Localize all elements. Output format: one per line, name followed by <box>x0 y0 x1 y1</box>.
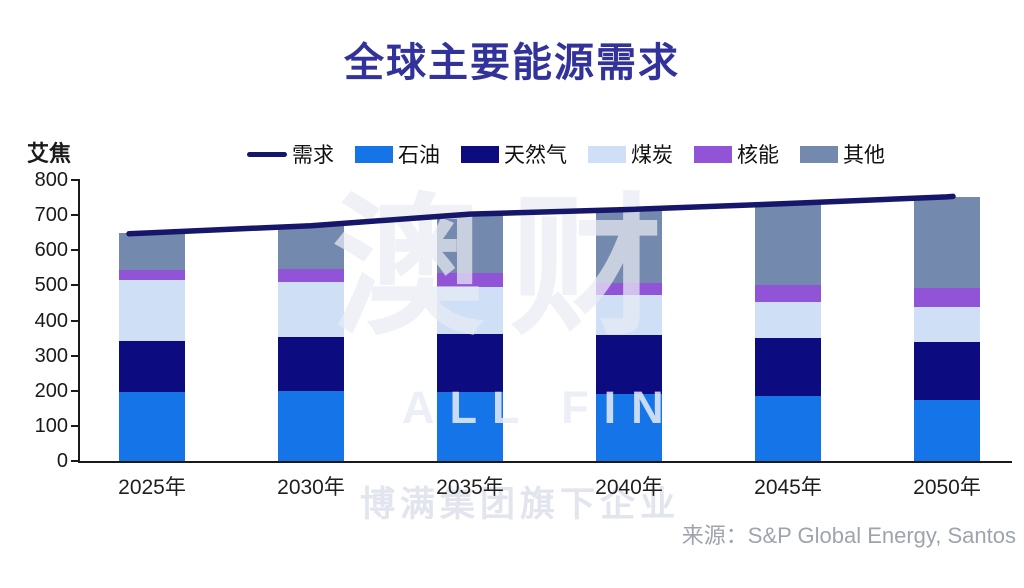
legend-item-gas: 天然气 <box>461 139 567 169</box>
watermark-logo-text: 澳财 <box>332 183 688 353</box>
chart-legend: 需求 石油 天然气 煤炭 核能 其他 <box>54 139 1024 169</box>
y-tick-mark <box>71 354 78 357</box>
bar-segment-oil <box>119 391 185 461</box>
bar-segment-oil <box>596 393 662 461</box>
y-tick-mark <box>71 424 78 427</box>
y-tick-label: 400 <box>34 309 68 332</box>
legend-label-coal: 煤炭 <box>631 144 673 167</box>
x-axis-line <box>78 461 1012 463</box>
y-tick-label: 200 <box>34 379 68 402</box>
legend-item-other: 其他 <box>800 139 885 169</box>
bar-segment-nuclear <box>278 269 344 282</box>
y-tick-label: 700 <box>34 204 68 227</box>
legend-swatch-other <box>800 145 838 163</box>
bar-segment-nuclear <box>437 273 503 288</box>
watermark-allfin-text: ALL FIN <box>402 382 679 433</box>
demand-line-path <box>126 193 956 237</box>
legend-label-gas: 天然气 <box>504 144 567 167</box>
x-tick-label: 2035年 <box>436 476 504 499</box>
bar-segment-gas <box>437 333 503 392</box>
legend-item-nuclear: 核能 <box>694 139 779 169</box>
y-tick-mark <box>71 214 78 217</box>
bar-segment-coal <box>278 281 344 337</box>
bar-segment-other <box>914 196 980 289</box>
source-note: 来源：S&P Global Energy, Santos <box>681 523 1016 548</box>
bar-segment-other <box>437 214 503 274</box>
bar-segment-gas <box>596 334 662 394</box>
bar-segment-gas <box>755 338 821 397</box>
bar-segment-coal <box>914 307 980 342</box>
y-tick-mark <box>71 179 78 181</box>
y-tick-mark <box>71 249 78 252</box>
bar-segment-oil <box>437 391 503 461</box>
bar-segment-nuclear <box>755 285 821 302</box>
legend-swatch-oil <box>355 145 393 163</box>
x-tick-label: 2040年 <box>595 476 663 499</box>
stacked-bar-2040 <box>596 209 662 461</box>
bar-segment-other <box>755 203 821 286</box>
legend-swatch-coal <box>588 145 626 163</box>
bar-segment-nuclear <box>914 288 980 308</box>
legend-label-demand: 需求 <box>292 144 334 167</box>
bar-segment-gas <box>914 341 980 400</box>
stacked-bar-2030 <box>278 225 344 461</box>
legend-item-oil: 石油 <box>355 139 440 169</box>
x-tick-label: 2025年 <box>118 476 186 499</box>
y-tick-label: 800 <box>34 169 68 191</box>
bar-segment-coal <box>755 301 821 339</box>
chart-title: 全球主要能源需求 <box>344 41 680 85</box>
bar-segment-nuclear <box>596 282 662 295</box>
y-axis-line <box>78 179 80 463</box>
bar-segment-oil <box>914 399 980 461</box>
bar-segment-gas <box>278 336 344 392</box>
bar-segment-coal <box>119 280 185 342</box>
y-tick-mark <box>71 460 78 462</box>
y-tick-label: 0 <box>56 450 68 472</box>
bar-segment-gas <box>119 341 185 392</box>
bar-segment-coal <box>437 287 503 334</box>
legend-swatch-gas <box>461 145 499 163</box>
legend-label-nuclear: 核能 <box>737 144 779 167</box>
y-tick-label: 300 <box>34 344 68 367</box>
stacked-bar-2035 <box>437 214 503 461</box>
y-tick-label: 500 <box>34 274 68 297</box>
demand-line <box>126 193 956 237</box>
y-axis-unit-label: 艾焦 <box>27 141 72 166</box>
bar-segment-oil <box>755 396 821 461</box>
stacked-bar-2025 <box>119 232 185 461</box>
bar-segment-nuclear <box>119 270 185 281</box>
watermark-company-text: 博满集团旗下企业 <box>360 485 681 524</box>
y-tick-label: 600 <box>34 239 68 262</box>
bar-segment-other <box>119 232 185 271</box>
bar-segment-other <box>278 225 344 270</box>
stacked-bar-2050 <box>914 196 980 461</box>
legend-item-coal: 煤炭 <box>588 139 673 169</box>
stacked-bar-2045 <box>755 203 821 461</box>
legend-item-demand: 需求 <box>247 139 334 169</box>
legend-swatch-nuclear <box>694 145 732 163</box>
y-tick-mark <box>71 389 78 392</box>
x-tick-label: 2045年 <box>754 476 822 499</box>
y-tick-mark <box>71 319 78 322</box>
bar-segment-oil <box>278 391 344 461</box>
y-tick-mark <box>71 284 78 287</box>
legend-swatch-demand <box>247 151 287 157</box>
bar-segment-coal <box>596 294 662 335</box>
legend-label-other: 其他 <box>843 144 885 167</box>
bar-segment-other <box>596 209 662 283</box>
plot-area <box>79 180 1012 461</box>
y-tick-label: 100 <box>34 414 68 437</box>
x-tick-label: 2050年 <box>913 476 981 499</box>
x-tick-label: 2030年 <box>277 476 345 499</box>
legend-label-oil: 石油 <box>398 144 440 167</box>
